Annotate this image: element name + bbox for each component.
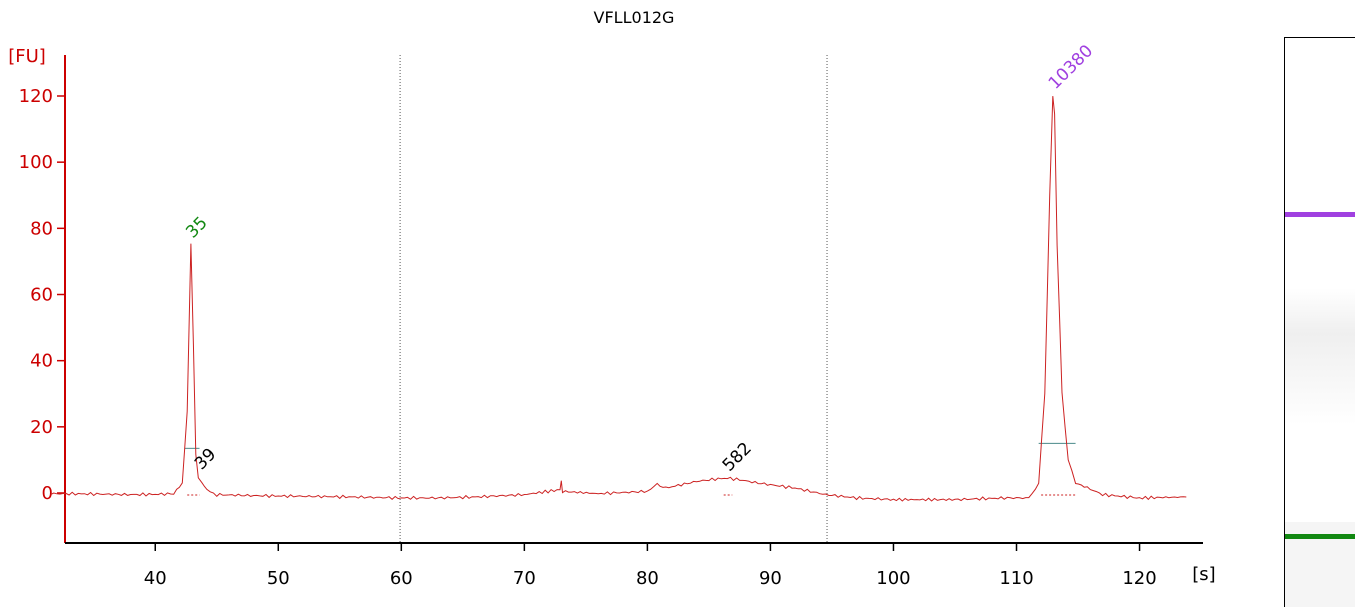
y-axis-unit-label: [FU] [8, 46, 46, 67]
y-tick-label: 60 [30, 285, 53, 306]
y-tick-label: 0 [42, 483, 53, 504]
x-tick-label: 110 [999, 568, 1033, 589]
x-tick-label: 90 [759, 568, 782, 589]
y-tick-label: 80 [30, 218, 53, 239]
electropherogram-chart: VFLL012G [FU] [s] 40 50 60 70 80 90 100 110 120 … [8, 8, 1216, 589]
electropherogram-trace [50, 96, 1187, 502]
x-tick-label: 120 [1122, 568, 1156, 589]
upper-marker-band [1285, 212, 1355, 217]
x-tick-label: 60 [390, 568, 413, 589]
x-tick-label: 50 [267, 568, 290, 589]
y-tick-label: 20 [30, 417, 53, 438]
peak-guides [184, 442, 1076, 496]
x-tick-label: 80 [636, 568, 659, 589]
chart-title: VFLL012G [594, 8, 675, 27]
y-tick-label: 40 [30, 351, 53, 372]
peak-label: 582 [719, 439, 756, 476]
peak-label: 10380 [1045, 41, 1097, 93]
x-tick-label: 40 [144, 568, 167, 589]
y-tick-label: 120 [19, 86, 53, 107]
time-window-markers [399, 55, 828, 543]
trace-group [50, 96, 1187, 502]
x-axis-ticks: 40 50 60 70 80 90 100 110 120 [144, 543, 1157, 589]
x-tick-label: 100 [876, 568, 910, 589]
lower-marker-band [1285, 534, 1355, 539]
axes [64, 55, 1203, 544]
y-axis-ticks: 0 20 40 60 80 100 120 [19, 86, 65, 504]
y-tick-label: 100 [19, 152, 53, 173]
x-tick-label: 70 [513, 568, 536, 589]
peak-label: 35 [182, 213, 211, 242]
x-axis-unit-label: [s] [1192, 564, 1215, 585]
virtual-gel-lane [1284, 37, 1355, 607]
